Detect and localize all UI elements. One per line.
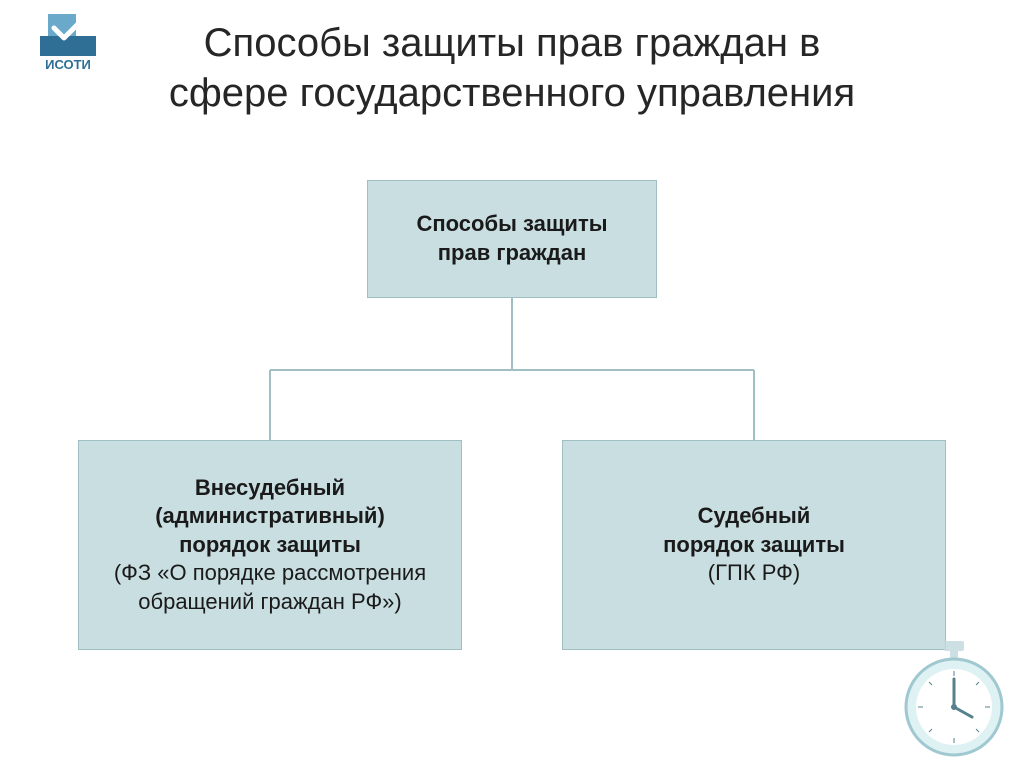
root-node: Способы защиты прав граждан (367, 180, 657, 298)
left-node-bold2: (административный) (155, 502, 385, 531)
page-title-line1: Способы защиты прав граждан в (0, 18, 1024, 68)
right-child-node: Судебный порядок защиты (ГПК РФ) (562, 440, 946, 650)
root-node-line2: прав граждан (438, 239, 587, 268)
root-node-line1: Способы защиты (416, 210, 607, 239)
right-node-bold2: порядок защиты (663, 531, 845, 560)
page-title: Способы защиты прав граждан в сфере госу… (0, 18, 1024, 118)
page-title-line2: сфере государственного управления (0, 68, 1024, 118)
right-node-reg1: (ГПК РФ) (708, 559, 800, 588)
right-node-bold1: Судебный (698, 502, 811, 531)
stopwatch-icon (894, 639, 1014, 759)
left-node-reg2: обращений граждан РФ») (138, 588, 402, 617)
left-node-bold1: Внесудебный (195, 474, 345, 503)
left-child-node: Внесудебный (административный) порядок з… (78, 440, 462, 650)
left-node-reg1: (ФЗ «О порядке рассмотрения (114, 559, 426, 588)
left-node-bold3: порядок защиты (179, 531, 361, 560)
hierarchy-diagram: Способы защиты прав граждан Внесудебный … (0, 180, 1024, 720)
